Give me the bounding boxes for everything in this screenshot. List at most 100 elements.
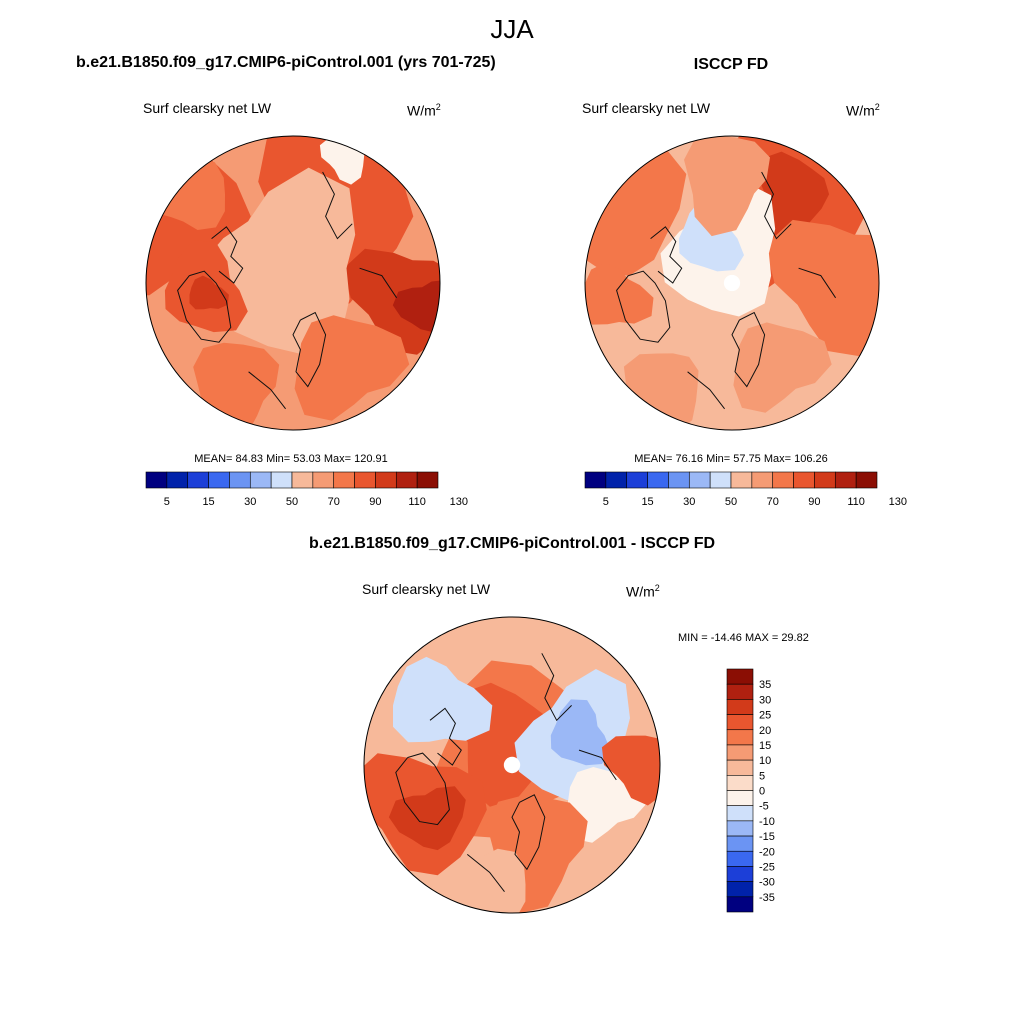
colorbar-tick-label: 30 [244,496,256,508]
panel-1-units: W/m2 [407,102,441,119]
colorbar-bin [834,471,857,489]
map-boundary [145,135,441,431]
colorbar-bin [726,668,754,685]
panel-2-units: W/m2 [846,102,880,119]
contour-region [388,786,466,851]
colorbar-bin [166,471,189,489]
panel-1-stats: MEAN= 84.83 Min= 53.03 Max= 120.91 [194,453,388,465]
contour-region [189,275,229,310]
colorbar-bin [229,471,251,489]
contour-region [758,151,830,240]
panel-3-units: W/m2 [626,583,660,600]
colorbar-tick-label: 20 [759,725,771,737]
colorbar-bin [605,471,628,489]
colorbar-tick-label: 5 [164,496,170,508]
colorbar-bin [793,471,815,489]
panel-2-variable-label: Surf clearsky net LW [582,100,711,116]
colorbar-tick-label: -5 [759,801,769,813]
coastline [578,749,617,781]
polar-hole [503,756,521,774]
colorbar-bin [187,471,209,489]
contour-region [684,136,770,237]
colorbar-bin [249,471,272,489]
colorbar-tick-label: 70 [328,496,340,508]
colorbar-bin [726,775,754,791]
colorbar-panel-2: 5 15 30 50 70 90 110 130 [584,471,907,508]
colorbar-tick-label: -30 [759,877,775,889]
coastline [248,371,286,410]
colorbar-bin [726,820,754,837]
colorbar-bin [416,471,439,489]
polar-hole [723,274,741,292]
colorbar-tick-label: 5 [603,496,609,508]
map-panel-3 [363,616,661,914]
colorbar-bin [855,471,878,489]
coastline [731,311,766,388]
colorbar-bin [726,744,754,761]
contour-fill [146,136,440,430]
contour-region [146,159,225,230]
colorbar-bin [726,805,754,822]
panel-3-title: b.e21.B1850.f09_g17.CMIP6-piControl.001 … [308,535,716,552]
colorbar-bin [291,471,314,489]
colorbar-tick-label: 50 [725,496,737,508]
coastline [177,270,232,343]
colorbar-tick-label: -20 [759,846,775,858]
panel-1-title: b.e21.B1850.f09_g17.CMIP6-piControl.001 … [76,54,496,71]
colorbar-tick-label: 70 [767,496,779,508]
colorbar-bin [709,471,732,489]
colorbar-tick-label: 10 [759,755,771,767]
map-panel-1 [145,135,441,431]
colorbar-bin [726,881,754,898]
colorbar-tick-label: 5 [759,770,765,782]
coastline [211,226,244,284]
colorbar-tick-label: -10 [759,816,775,828]
colorbar-bin [726,699,754,715]
colorbar-bin [726,866,754,882]
contour-region [393,656,493,743]
contour-region [193,342,280,430]
colorbar-bin [726,790,754,806]
colorbar-tick-label: 130 [889,496,907,508]
panel-3-stats: MIN = -14.46 MAX = 29.82 [678,632,809,644]
colorbar-tick-label: -35 [759,892,775,904]
colorbar-bin [312,471,335,489]
colorbar-bin [726,714,754,731]
colorbar-tick-label: 50 [286,496,298,508]
contour-region [294,315,410,421]
colorbar-tick-label: 15 [759,740,771,752]
contour-region [550,699,611,766]
colorbar-bin [375,471,397,489]
panel-1-variable-label: Surf clearsky net LW [143,100,272,116]
colorbar-tick-label: 110 [847,496,865,508]
colorbar-bin [726,896,754,913]
contour-region [601,735,660,806]
panel-2-title: ISCCP FD [693,56,769,73]
coastline [511,794,546,871]
colorbar-tick-label: 0 [759,786,765,798]
colorbar-bin [814,471,836,489]
coastline [359,267,398,299]
coastline [395,752,450,826]
coastline [541,653,572,722]
colorbar-panel-1: 5 15 30 50 70 90 110 130 [145,471,468,508]
colorbar-bin [395,471,418,489]
colorbar-panel-3: 35 30 25 20 15 10 5 0 -5 -10 -15 -20 -25 -30 -35 [726,668,775,913]
colorbar-bin [626,471,648,489]
coastline [761,171,792,240]
contour-region [623,353,699,430]
coastline [687,371,725,410]
colorbar-bin [688,471,711,489]
colorbar-bin [751,471,774,489]
page-title: JJA [490,14,534,44]
contour-fill [364,617,660,913]
colorbar-bin [726,850,754,867]
colorbar-bin [145,471,168,489]
colorbar-bin [726,759,754,776]
colorbar-tick-label: 30 [759,694,771,706]
coastline [798,267,837,299]
colorbar-tick-label: 15 [202,496,214,508]
panel-3-variable-label: Surf clearsky net LW [362,581,491,597]
colorbar-bin [647,471,669,489]
contour-region [585,146,687,276]
